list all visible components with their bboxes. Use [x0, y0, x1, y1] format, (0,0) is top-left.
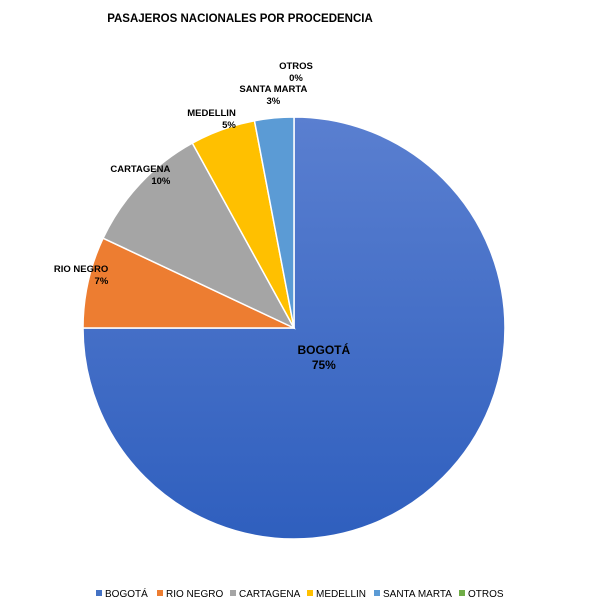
- legend-label-cartagena: CARTAGENA: [239, 589, 301, 600]
- data-label-category-rio-negro: RIO NEGRO: [54, 264, 108, 275]
- pie-slice-santa-marta: [253, 116, 295, 329]
- data-label-value-medellin: 5%: [222, 120, 236, 131]
- data-label-value-cartagena: 10%: [151, 176, 171, 187]
- chart-title: PASAJEROS NACIONALES POR PROCEDENCIA: [107, 13, 373, 25]
- legend-swatch-medellin: [307, 590, 313, 596]
- legend-swatch-bogota: [96, 590, 102, 596]
- data-label-value-otros: 0%: [289, 73, 303, 84]
- legend-label-bogota: BOGOTÁ: [105, 587, 148, 600]
- legend-label-santa-marta: SANTA MARTA: [383, 589, 452, 600]
- data-label-category-otros: OTROS: [279, 61, 313, 72]
- legend-swatch-otros: [459, 590, 465, 596]
- legend-swatch-cartagena: [230, 590, 236, 596]
- data-label-value-rio-negro: 7%: [95, 276, 109, 287]
- legend: BOGOTÁ RIO NEGRO CARTAGENA MEDELLIN SANTA MA…: [96, 587, 504, 600]
- legend-swatch-rio-negro: [157, 590, 163, 596]
- legend-swatch-santa-marta: [374, 590, 380, 596]
- legend-label-medellin: MEDELLIN: [316, 589, 366, 600]
- legend-label-otros: OTROS: [468, 589, 504, 600]
- data-label-category-cartagena: CARTAGENA: [110, 164, 170, 175]
- data-label-value-bogota: 75%: [312, 358, 336, 372]
- data-label-category-bogota: BOGOTÁ: [298, 342, 351, 357]
- legend-label-rio-negro: RIO NEGRO: [166, 589, 223, 600]
- pie-slice-cartagena: [102, 142, 296, 330]
- pie-slices: [82, 116, 506, 540]
- pie-slice-bogota: [82, 116, 506, 540]
- data-label-value-santa-marta: 3%: [267, 96, 281, 107]
- data-label-category-medellin: MEDELLIN: [187, 108, 236, 119]
- data-label-category-santa-marta: SANTA MARTA: [239, 84, 307, 95]
